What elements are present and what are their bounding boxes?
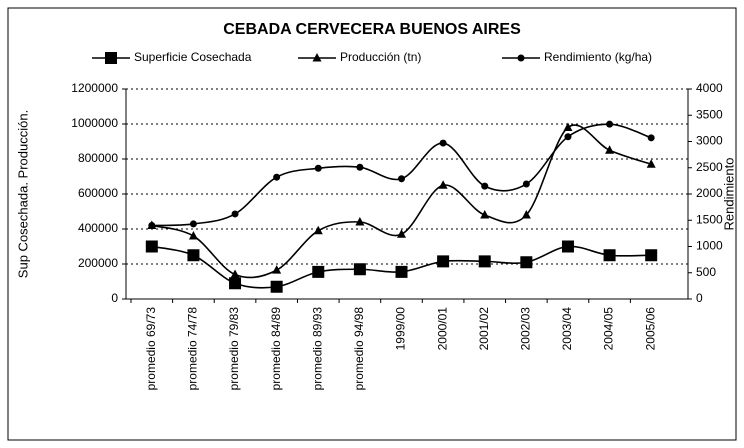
y2-tick-label: 0 — [696, 291, 703, 305]
marker — [481, 182, 489, 190]
marker — [397, 229, 406, 238]
marker — [145, 240, 158, 253]
marker — [478, 255, 491, 268]
marker — [605, 145, 615, 154]
marker — [603, 249, 616, 262]
y2-tick-label: 2500 — [696, 160, 723, 174]
marker — [439, 139, 447, 147]
marker — [646, 159, 656, 168]
marker — [314, 164, 322, 172]
marker — [273, 173, 281, 181]
marker — [229, 277, 242, 290]
y-tick-label: 1000000 — [71, 116, 118, 130]
marker — [230, 269, 240, 278]
x-tick-label: promedio 94/98 — [352, 307, 366, 391]
x-tick-label: 2004/05 — [602, 307, 616, 351]
x-tick-label: 2001/02 — [477, 307, 491, 351]
y2-tick-label: 1000 — [696, 239, 723, 253]
x-tick-label: 2002/03 — [519, 307, 533, 351]
y2-tick-label: 3500 — [696, 107, 723, 121]
marker — [561, 240, 574, 253]
marker — [645, 249, 658, 262]
legend-marker — [517, 54, 525, 62]
y-tick-label: 200000 — [78, 256, 118, 270]
marker — [606, 120, 614, 128]
marker — [438, 180, 448, 189]
legend-label: Superficie Cosechada — [134, 50, 252, 64]
y2-tick-label: 1500 — [696, 212, 723, 226]
marker — [647, 134, 655, 142]
marker — [313, 225, 323, 235]
marker — [353, 263, 366, 276]
y-tick-label: 0 — [111, 291, 118, 305]
y2-tick-label: 3000 — [696, 134, 723, 148]
marker — [312, 265, 325, 278]
y2-tick-label: 2000 — [696, 186, 723, 200]
marker — [522, 180, 530, 188]
marker — [270, 280, 283, 293]
x-tick-label: promedio 84/89 — [269, 307, 283, 391]
marker — [563, 122, 573, 131]
y-axis-title: Sup Cosechada. Producción. — [15, 110, 30, 278]
marker — [187, 249, 200, 262]
marker — [564, 133, 572, 141]
y-tick-label: 1200000 — [71, 81, 118, 95]
chart-title: CEBADA CERVECERA BUENOS AIRES — [223, 21, 521, 38]
marker — [189, 220, 197, 228]
x-tick-label: 2000/01 — [435, 307, 449, 351]
marker — [188, 231, 198, 240]
marker — [356, 163, 364, 171]
legend-label: Producción (tn) — [340, 50, 421, 64]
y-tick-label: 600000 — [78, 186, 118, 200]
legend-marker — [105, 52, 117, 64]
y-tick-label: 800000 — [78, 151, 118, 165]
marker — [272, 265, 282, 274]
marker — [437, 255, 450, 268]
x-tick-label: 2003/04 — [560, 307, 574, 351]
x-tick-label: promedio 69/73 — [144, 307, 158, 391]
marker — [398, 175, 405, 183]
y2-axis-title: Rendimiento — [721, 158, 736, 231]
legend-label: Rendimiento (kg/ha) — [544, 50, 652, 64]
legend-marker — [312, 53, 322, 62]
x-tick-label: 1999/00 — [394, 307, 408, 351]
marker — [148, 222, 156, 229]
marker — [395, 265, 408, 278]
x-tick-label: 2005/06 — [643, 307, 657, 351]
y2-tick-label: 4000 — [696, 81, 723, 95]
x-tick-label: promedio 74/78 — [186, 307, 200, 391]
x-tick-label: promedio 79/83 — [227, 307, 241, 391]
y-tick-label: 400000 — [78, 221, 118, 235]
x-tick-label: promedio 89/93 — [310, 307, 324, 391]
marker — [520, 256, 533, 269]
marker — [231, 210, 239, 218]
chart-border — [7, 7, 737, 441]
marker — [480, 210, 490, 219]
marker — [355, 217, 365, 226]
y2-tick-label: 500 — [696, 265, 716, 279]
marker — [521, 210, 531, 219]
